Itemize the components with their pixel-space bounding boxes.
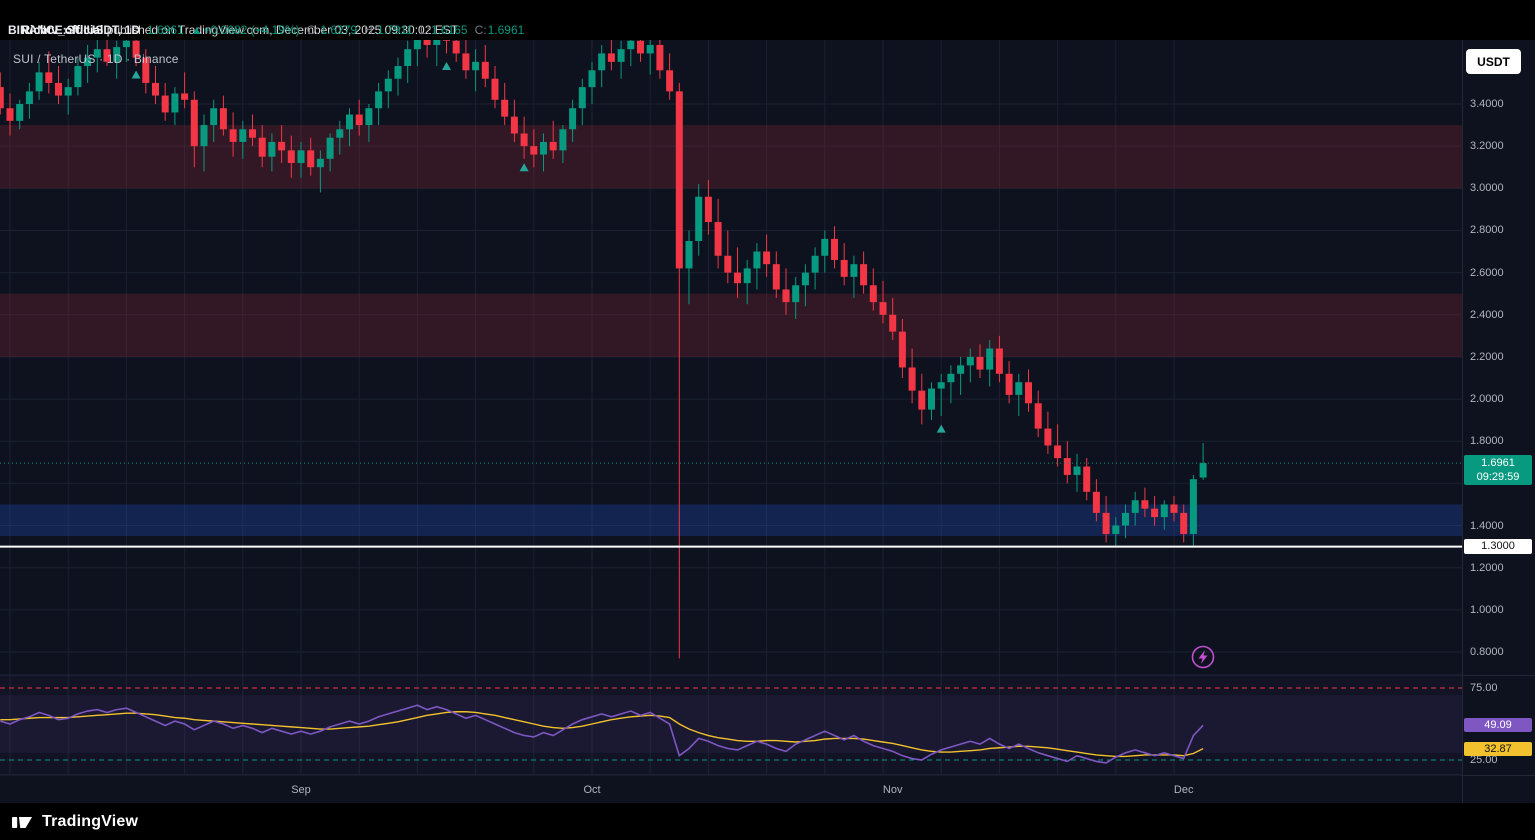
levels-layer [0,462,1462,548]
rsi-line [0,704,1204,764]
price-tick: 2.8000 [1470,224,1504,237]
candles-layer[interactable] [0,40,1207,659]
price-tick: 1.2000 [1470,561,1504,574]
symbol-info-bar: BINANCE:SUIUSDT, 1D 1.6961 ▲ +0.0682 (+4… [0,20,1535,40]
time-axis-labels[interactable]: Sep Oct Nov Dec [291,784,1194,796]
boost-lightning-icon[interactable] [1191,645,1215,669]
price-tick: 1.4000 [1470,519,1504,532]
publication-bar: Richtv_official published on TradingView… [0,0,1535,37]
high-value: 1.7911 [377,23,413,37]
footer-bar: TradingView [0,803,1535,840]
price-tick: 1.0000 [1470,603,1504,616]
grid-layer [0,40,1462,775]
rsi-layer [0,675,1462,775]
currency-toggle-button[interactable]: USDT [1466,49,1521,74]
price-tick: 3.0000 [1470,182,1504,195]
rsi-ma-line [0,711,1204,758]
bar-countdown: 09:29:59 [1476,471,1520,484]
rsi-tick: 75.00 [1470,682,1498,694]
price-tick: 1.8000 [1470,435,1504,448]
price-tick: 2.4000 [1470,308,1504,321]
markers-layer [131,62,946,433]
low-label: L: [419,23,430,37]
tradingview-brand[interactable]: TradingView [42,812,139,830]
open-label: O: [306,23,320,37]
rsi-value-badge: 49.09 [1464,718,1532,733]
time-axis-label[interactable]: Sep [291,784,311,796]
axis-time-separator [1463,775,1535,776]
time-axis-label[interactable]: Nov [883,784,903,796]
author-name[interactable]: Richtv_official [21,23,104,37]
axis-pane-separator [1463,675,1535,676]
time-axis-label[interactable]: Dec [1174,784,1194,796]
price-axis[interactable]: 3.4000 3.2000 3.0000 2.8000 2.6000 2.4000 2.20… [1462,40,1535,803]
chart-legend-title: SUI / TetherUS · 1D · Binance [13,52,179,66]
level-price-badge: 1.3000 [1464,538,1532,554]
zones-layer [0,125,1462,537]
low-value: 1.6165 [430,23,468,37]
chart-plot[interactable]: Sep Oct Nov Dec [0,40,1462,803]
rsi-ma-badge: 32.87 [1464,741,1532,756]
current-price-value: 1.6961 [1481,457,1515,470]
price-tick: 0.8000 [1470,646,1504,658]
time-axis-label[interactable]: Oct [583,784,600,796]
close-value: 1.6961 [487,23,525,37]
close-label: C: [474,23,487,37]
price-tick: 3.2000 [1470,140,1504,153]
price-tick: 2.0000 [1470,393,1504,406]
price-tick: 3.4000 [1470,98,1504,110]
current-price-badge: 1.6961 09:29:59 [1464,455,1532,486]
up-arrow-icon: ▲ [190,23,203,37]
rsi-tick: 25.00 [1470,754,1498,766]
high-label: H: [364,23,377,37]
chart-region: Sep Oct Nov Dec SUI / TetherUS · 1D · Binan… [0,40,1535,803]
last-price: 1.6961 [147,23,184,37]
price-tick: 2.2000 [1470,350,1504,363]
publication-info: published on TradingView.com, December 0… [103,23,459,37]
price-change: +0.0682 (+4.19%) [203,23,300,37]
open-value: 1.6279 [320,23,358,37]
price-tick: 2.6000 [1470,266,1504,279]
symbol-name[interactable]: BINANCE:SUIUSDT, 1D [8,23,141,37]
tradingview-logo-icon[interactable] [11,810,34,833]
